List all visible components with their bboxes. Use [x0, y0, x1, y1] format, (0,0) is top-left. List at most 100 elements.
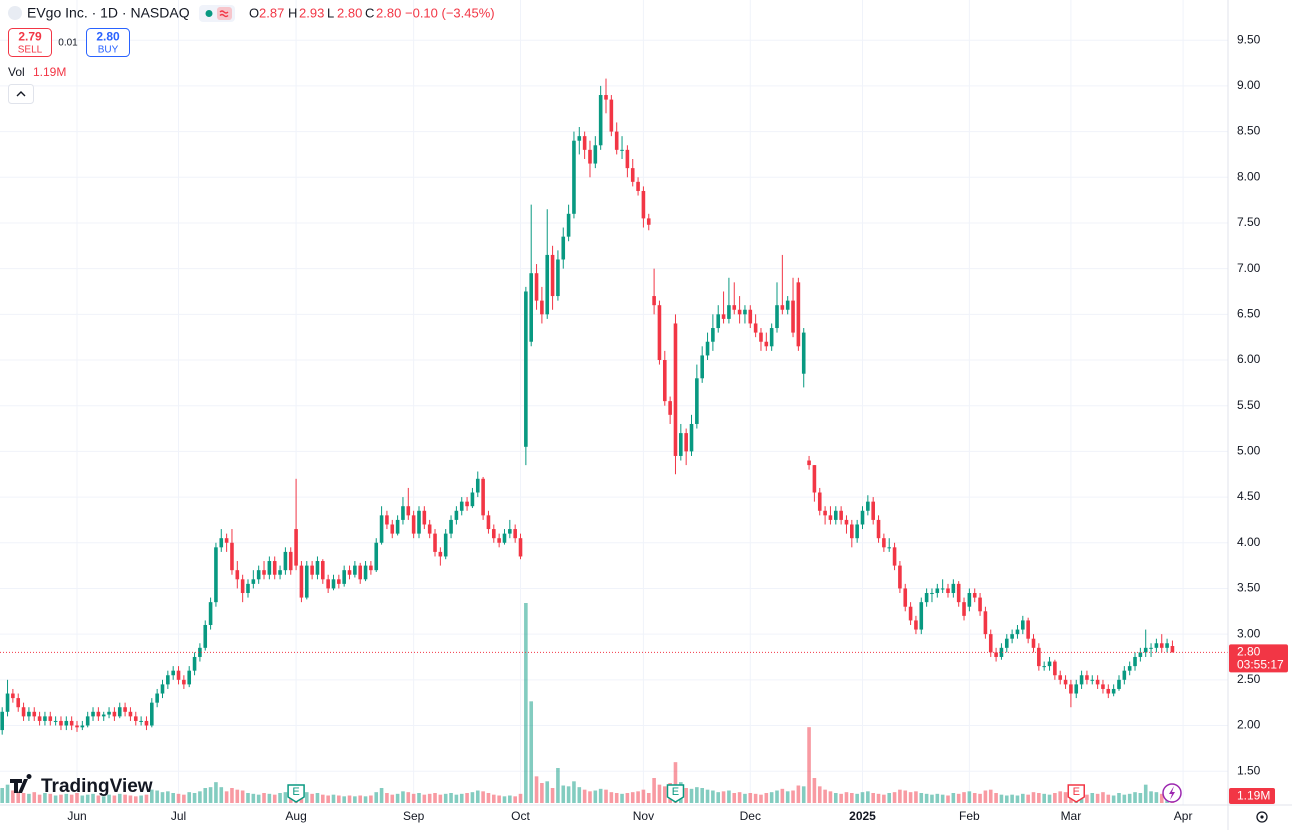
candle-body — [486, 515, 491, 530]
candle-body — [1117, 679, 1121, 689]
candle-body — [502, 533, 507, 543]
volume-bar — [1101, 792, 1105, 803]
candle-body — [919, 602, 924, 630]
volume-bar — [940, 794, 945, 803]
candle-body — [160, 684, 165, 694]
candle-body — [727, 305, 731, 319]
y-tick-label: 9.00 — [1237, 78, 1261, 92]
y-tick-label: 5.00 — [1237, 444, 1261, 458]
event-marker — [666, 784, 685, 803]
candle-body — [1074, 684, 1079, 694]
volume-bar — [753, 793, 758, 803]
candle-body — [390, 524, 395, 534]
candle-body — [326, 579, 330, 589]
candle-body — [203, 624, 208, 648]
volume-bar — [449, 793, 453, 803]
volume-bar — [994, 793, 998, 803]
volume-bar — [898, 789, 902, 803]
candle-body — [930, 593, 934, 595]
volume-bar — [807, 727, 811, 803]
candle-body — [32, 711, 37, 717]
volume-bar — [283, 792, 288, 803]
candle-body — [117, 707, 122, 717]
volume-bar — [310, 793, 314, 803]
candle-body — [892, 547, 897, 566]
candle-body — [833, 510, 838, 520]
candle-body — [582, 136, 587, 150]
spread: 0.01 — [58, 38, 78, 49]
candle-body — [363, 565, 368, 580]
volume-bar — [75, 793, 79, 803]
y-tick-label: 4.00 — [1237, 535, 1261, 549]
candle-body — [48, 716, 53, 721]
candle-body — [123, 707, 127, 712]
volume-bar — [700, 788, 704, 803]
candle-body — [1127, 666, 1132, 671]
alert-icon-bolt — [1169, 786, 1175, 800]
candle-body — [609, 99, 614, 132]
candle-body — [470, 492, 475, 507]
sell-button[interactable] — [8, 28, 52, 57]
volume-bar — [406, 792, 411, 803]
candle-body — [898, 565, 902, 589]
tradingview-logo-text: TradingView — [41, 776, 153, 797]
volume-bar — [251, 793, 256, 803]
candle-body — [385, 515, 389, 525]
candle-body — [299, 565, 304, 598]
x-tick-label: Dec — [740, 809, 761, 823]
ohlc-value: 2.80 — [376, 5, 401, 20]
candle-body — [705, 341, 710, 356]
settings-icon[interactable] — [1256, 811, 1268, 823]
volume-bar — [524, 603, 528, 803]
volume-bar — [625, 793, 630, 803]
candle-body — [748, 309, 753, 324]
volume-bar — [369, 795, 373, 803]
candle-body — [85, 716, 90, 726]
candle-body — [657, 305, 662, 361]
volume-bar — [582, 789, 587, 803]
candle-body — [230, 542, 234, 571]
candle-body — [796, 282, 801, 347]
volume-tag-label: 1.19M — [1237, 789, 1270, 803]
volume-bar — [556, 768, 560, 803]
volume-bar — [999, 794, 1004, 803]
volume-bar — [946, 795, 950, 803]
buy-button[interactable] — [86, 28, 130, 57]
ohlc-value: 2.93 — [299, 5, 324, 20]
event-label: E — [292, 786, 299, 798]
y-tick-label: 6.50 — [1237, 306, 1261, 320]
candle-body — [545, 254, 550, 315]
collapse-button[interactable] — [8, 84, 34, 104]
volume-bar — [529, 701, 534, 803]
candle-body — [801, 332, 806, 374]
delayed-badge — [217, 7, 232, 20]
volume-bar — [331, 794, 336, 803]
volume-bar — [866, 791, 870, 803]
volume-bar — [187, 792, 192, 803]
candle-body — [80, 725, 85, 728]
x-tick-label: Jul — [171, 809, 186, 823]
volume-bar — [1058, 791, 1063, 803]
candle-body — [192, 656, 197, 671]
candle-body — [208, 602, 213, 625]
candle-body — [759, 332, 763, 342]
candle-body — [272, 561, 277, 575]
y-tick-label: 5.50 — [1237, 398, 1261, 412]
candle-body — [0, 711, 4, 731]
volume-bar — [192, 793, 197, 803]
y-tick-label: 9.50 — [1237, 32, 1261, 46]
volume-bar — [1063, 792, 1068, 803]
candle-body — [37, 716, 42, 721]
candle-body — [604, 95, 608, 100]
candle-body — [983, 611, 988, 635]
candle-body — [219, 538, 224, 548]
volume-bar — [411, 793, 416, 803]
candle-body — [321, 561, 325, 580]
x-tick-label: Apr — [1174, 809, 1193, 823]
volume-bar — [561, 785, 566, 803]
candle-body — [101, 714, 106, 717]
candle-body — [625, 149, 630, 169]
volume-bar — [401, 791, 405, 803]
volume-bar — [59, 794, 63, 803]
